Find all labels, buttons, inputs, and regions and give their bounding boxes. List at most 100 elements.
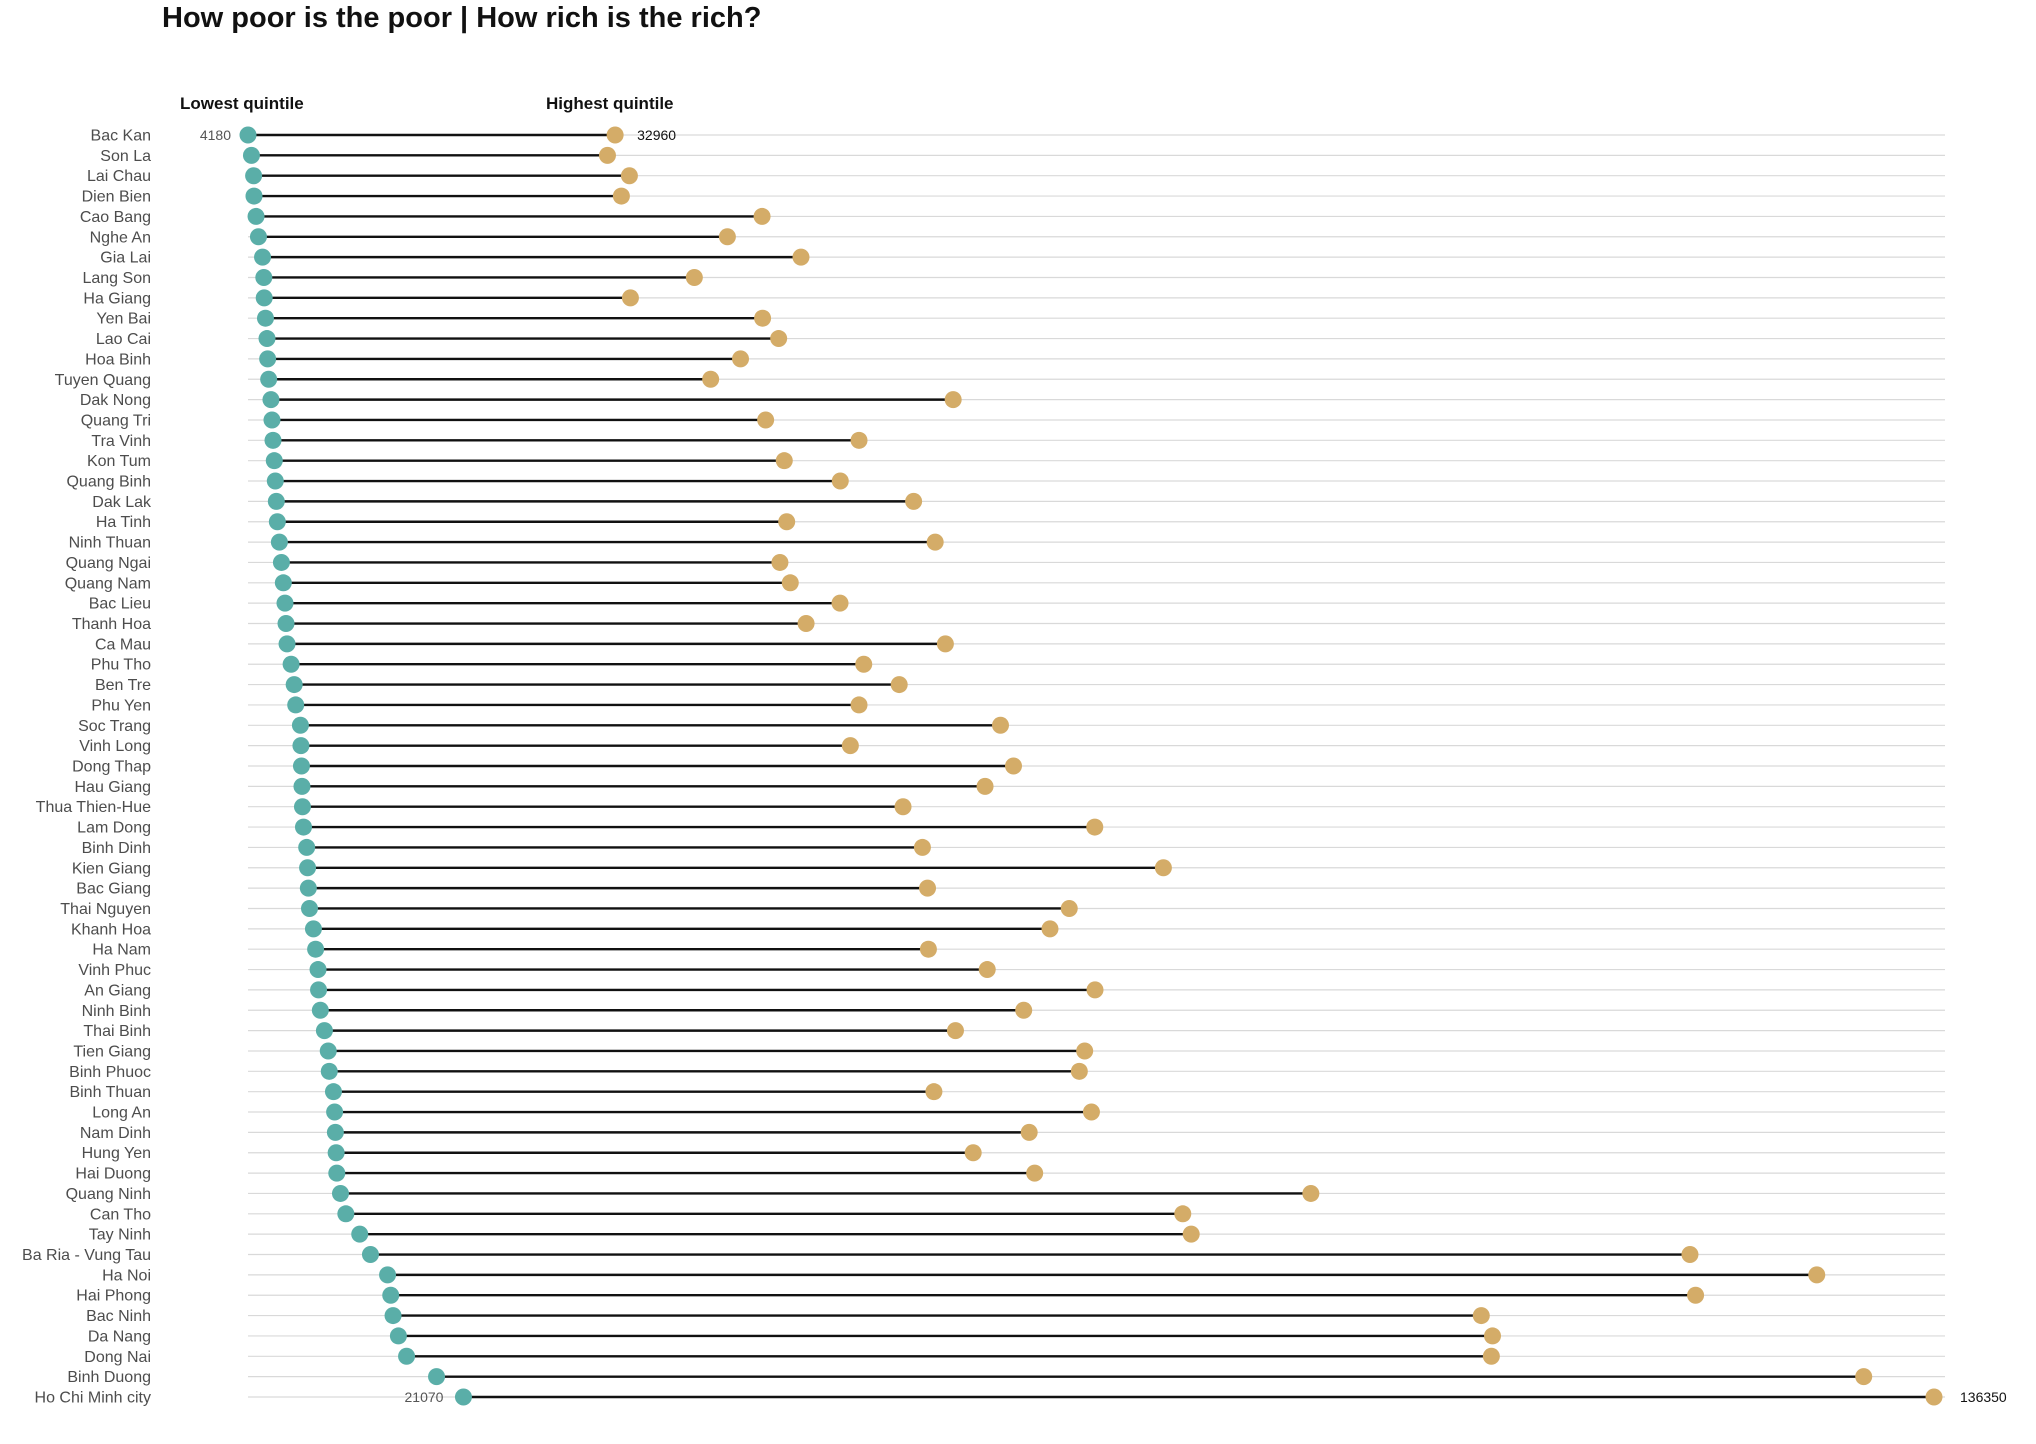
point-high-cao-bang — [753, 207, 771, 225]
point-low-yen-bai — [256, 309, 274, 327]
point-high-dak-nong — [944, 391, 962, 409]
category-label-tuyen-quang: Tuyen Quang — [55, 372, 151, 389]
point-low-khanh-hoa — [304, 920, 322, 938]
point-high-phu-yen — [850, 696, 868, 714]
category-label-phu-tho: Phu Tho — [91, 657, 151, 674]
point-high-dien-bien — [612, 187, 630, 205]
point-high-quang-tri — [757, 411, 775, 429]
category-label-thai-binh: Thai Binh — [83, 1023, 151, 1040]
category-label-ninh-thuan: Ninh Thuan — [69, 535, 151, 552]
category-label-bac-lieu: Bac Lieu — [89, 596, 151, 613]
point-high-ninh-binh — [1015, 1001, 1033, 1019]
point-high-bac-kan — [606, 126, 624, 144]
point-low-dak-nong — [262, 391, 280, 409]
point-high-ha-nam — [919, 940, 937, 958]
data-points — [239, 126, 1943, 1406]
point-low-tay-ninh — [351, 1225, 369, 1243]
point-low-binh-thuan — [324, 1083, 342, 1101]
point-high-quang-ninh — [1302, 1184, 1320, 1202]
point-low-an-giang — [310, 981, 328, 999]
point-low-ho-chi-minh-city — [454, 1388, 472, 1406]
category-label-dak-lak: Dak Lak — [92, 494, 152, 511]
highest-quintile-header: Highest quintile — [546, 94, 674, 113]
point-low-kon-tum — [265, 452, 283, 470]
point-low-binh-phuoc — [320, 1062, 338, 1080]
point-low-lao-cai — [258, 330, 276, 348]
category-label-thai-nguyen: Thai Nguyen — [60, 901, 151, 918]
category-label-dak-nong: Dak Nong — [80, 392, 151, 409]
point-high-thua-thien-hue — [894, 798, 912, 816]
point-high-hau-giang — [976, 777, 994, 795]
point-high-quang-binh — [831, 472, 849, 490]
category-label-kon-tum: Kon Tum — [87, 453, 151, 470]
value-label-low-last: 21070 — [405, 1389, 444, 1405]
point-high-tien-giang — [1076, 1042, 1094, 1060]
point-low-soc-trang — [291, 716, 309, 734]
category-label-tay-ninh: Tay Ninh — [89, 1227, 151, 1244]
category-label-bac-ninh: Bac Ninh — [86, 1308, 151, 1325]
point-high-quang-nam — [781, 574, 799, 592]
point-low-kien-giang — [299, 859, 317, 877]
category-label-nghe-an: Nghe An — [90, 229, 151, 246]
point-low-bac-giang — [299, 879, 317, 897]
category-label-long-an: Long An — [92, 1105, 151, 1122]
point-high-khanh-hoa — [1041, 920, 1059, 938]
point-high-ho-chi-minh-city — [1925, 1388, 1943, 1406]
point-high-hai-phong — [1687, 1286, 1705, 1304]
point-low-thai-nguyen — [300, 899, 318, 917]
category-label-quang-ngai: Quang Ngai — [66, 555, 151, 572]
category-label-quang-binh: Quang Binh — [66, 474, 151, 491]
point-high-tuyen-quang — [702, 370, 720, 388]
point-low-dong-nai — [398, 1347, 416, 1365]
point-low-dien-bien — [245, 187, 263, 205]
category-label-thanh-hoa: Thanh Hoa — [72, 616, 151, 633]
point-high-an-giang — [1086, 981, 1104, 999]
point-high-lao-cai — [770, 330, 788, 348]
point-low-hung-yen — [327, 1144, 345, 1162]
category-label-vinh-phuc: Vinh Phuc — [78, 962, 151, 979]
point-high-can-tho — [1174, 1205, 1192, 1223]
category-label-lam-dong: Lam Dong — [77, 820, 151, 837]
point-low-long-an — [326, 1103, 344, 1121]
point-low-ha-nam — [307, 940, 325, 958]
point-low-tuyen-quang — [260, 370, 278, 388]
point-high-hai-duong — [1026, 1164, 1044, 1182]
category-label-dien-bien: Dien Bien — [82, 189, 151, 206]
category-label-ha-nam: Ha Nam — [92, 942, 151, 959]
category-label-thua-thien-hue: Thua Thien-Hue — [36, 799, 151, 816]
point-high-bac-ninh — [1472, 1307, 1490, 1325]
point-low-dong-thap — [292, 757, 310, 775]
category-label-binh-dinh: Binh Dinh — [82, 840, 151, 857]
point-high-bac-lieu — [831, 594, 849, 612]
category-label-quang-tri: Quang Tri — [81, 412, 151, 429]
point-high-thai-binh — [946, 1022, 964, 1040]
point-high-binh-thuan — [925, 1083, 943, 1101]
category-label-ho-chi-minh-city: Ho Chi Minh city — [35, 1390, 151, 1407]
point-high-phu-tho — [855, 655, 873, 673]
point-high-thai-nguyen — [1060, 899, 1078, 917]
point-low-ben-tre — [285, 676, 303, 694]
point-high-kien-giang — [1154, 859, 1172, 877]
point-low-binh-dinh — [298, 838, 316, 856]
category-labels: Bac Kan Son La Lai Chau Dien Bien Cao Bang Ng… — [22, 128, 152, 1407]
point-high-hoa-binh — [732, 350, 750, 368]
category-label-ha-giang: Ha Giang — [83, 290, 151, 307]
category-label-lao-cai: Lao Cai — [96, 331, 151, 348]
point-low-lam-dong — [294, 818, 312, 836]
point-low-hai-phong — [382, 1286, 400, 1304]
point-low-ha-noi — [379, 1266, 397, 1284]
category-label-soc-trang: Soc Trang — [78, 718, 151, 735]
point-low-ha-tinh — [268, 513, 286, 531]
point-low-quang-ninh — [331, 1184, 349, 1202]
point-high-soc-trang — [991, 716, 1009, 734]
category-label-gia-lai: Gia Lai — [100, 250, 151, 267]
point-high-gia-lai — [792, 248, 810, 266]
point-high-thanh-hoa — [797, 615, 815, 633]
point-high-ha-giang — [621, 289, 639, 307]
point-low-nam-dinh — [326, 1123, 344, 1141]
category-label-binh-phuoc: Binh Phuoc — [69, 1064, 151, 1081]
category-label-binh-thuan: Binh Thuan — [69, 1084, 151, 1101]
category-label-ba-ria-vung-tau: Ba Ria - Vung Tau — [22, 1247, 151, 1264]
point-high-son-la — [598, 146, 616, 164]
